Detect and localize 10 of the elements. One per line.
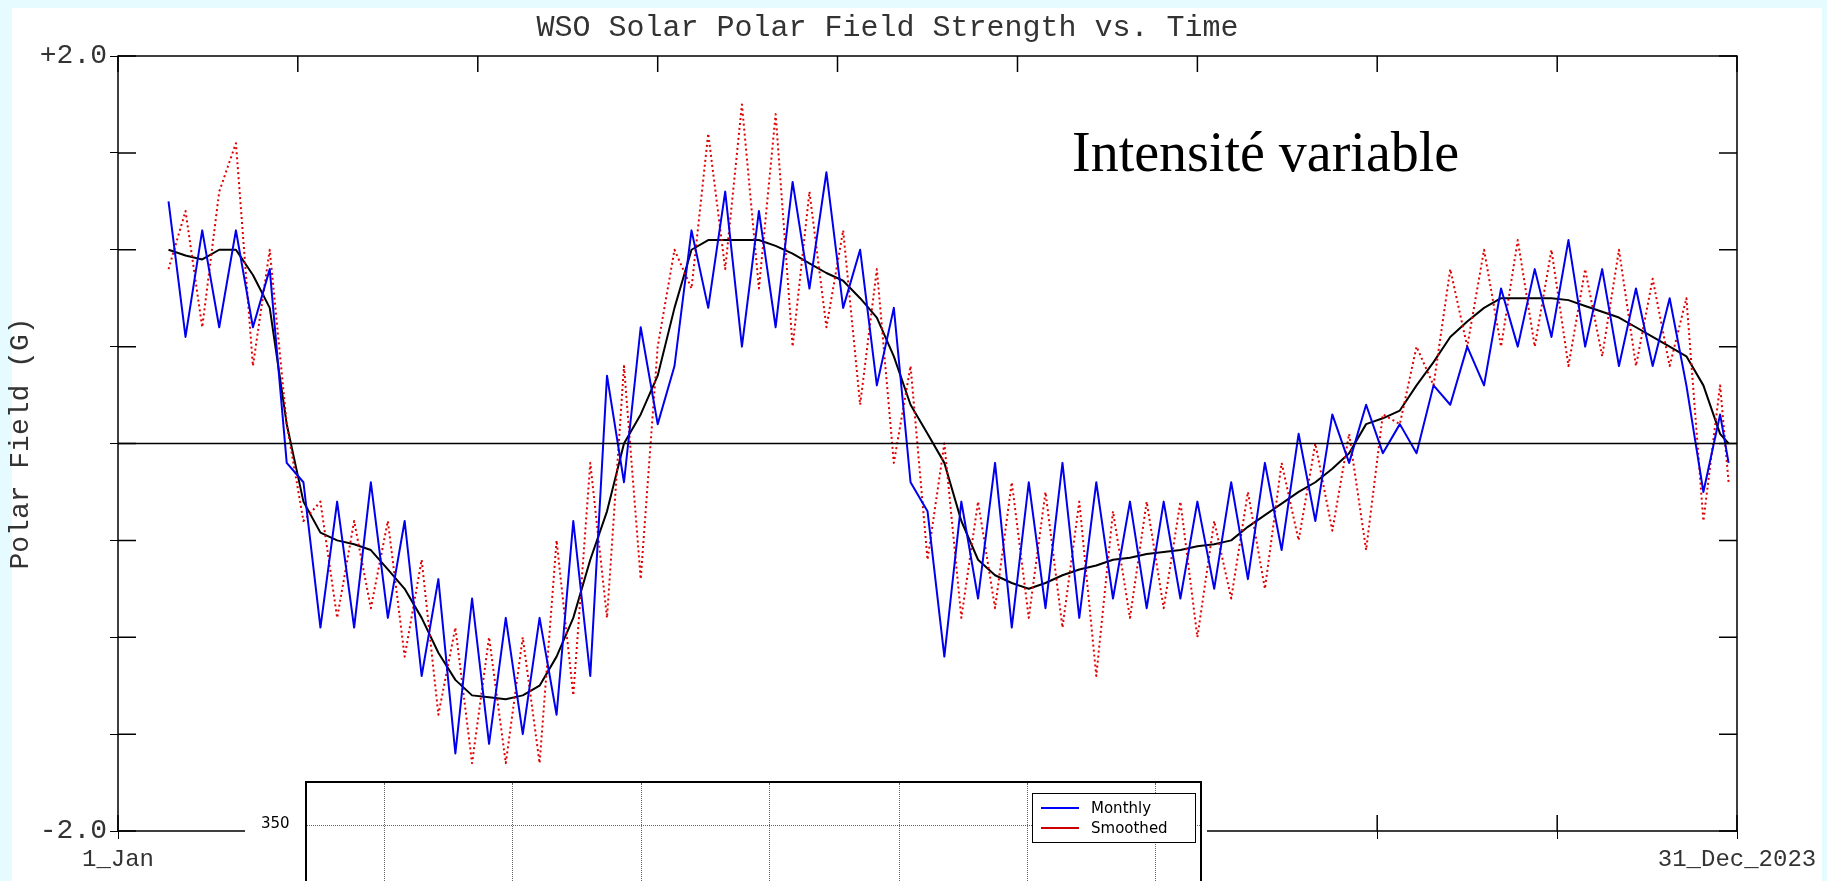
legend-label: Smoothed — [1091, 819, 1168, 837]
annotation: 350 — [261, 814, 290, 832]
chart-title: WSO Solar Polar Field Strength vs. Time — [536, 10, 1239, 45]
legend-label: Monthly — [1091, 799, 1152, 817]
annotation: Intensité variable — [1072, 120, 1460, 184]
y-tick-label: -2.0 — [39, 815, 107, 847]
x-tick-label: 31_Dec_2023 — [1657, 845, 1817, 873]
y-axis-title: Polar Field (G) — [5, 317, 37, 570]
y-tick-label: +2.0 — [39, 40, 107, 72]
x-tick-label: 1_Jan — [81, 845, 155, 873]
